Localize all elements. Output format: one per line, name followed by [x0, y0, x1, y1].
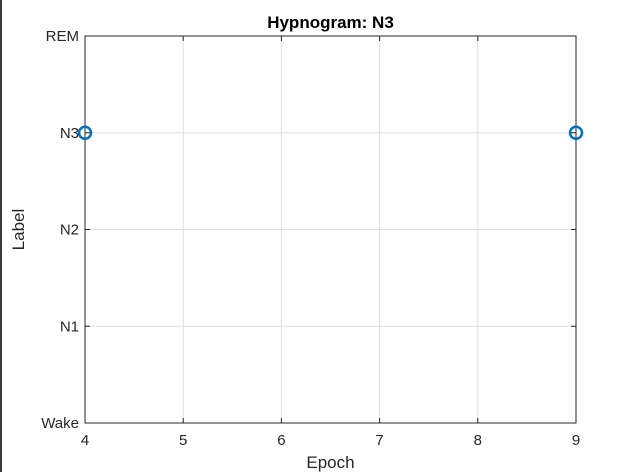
data-points [77, 125, 584, 140]
x-tick-label: 7 [375, 432, 383, 449]
y-tick-label: REM [46, 28, 79, 45]
y-tick-label: N2 [60, 222, 79, 239]
x-tick-label: 4 [81, 432, 89, 449]
x-tick-labels: 4 5 6 7 8 9 [81, 432, 580, 449]
y-tick-labels: Wake N1 N2 N3 REM [41, 28, 79, 432]
x-axis-label: Epoch [306, 453, 354, 472]
x-tick-label: 9 [572, 432, 580, 449]
grid-lines [84, 35, 577, 424]
data-point-marker [77, 125, 93, 140]
y-tick-label: N3 [60, 125, 79, 142]
x-tick-label: 5 [179, 432, 187, 449]
y-axis-label: Label [9, 209, 28, 251]
y-tick-label: Wake [41, 415, 79, 432]
chart-title: Hypnogram: N3 [267, 13, 394, 32]
window-left-border [0, 0, 2, 472]
x-tick-label: 8 [474, 432, 482, 449]
data-point-marker [568, 125, 584, 140]
tick-marks [84, 35, 577, 424]
x-tick-label: 6 [277, 432, 285, 449]
y-tick-label: N1 [60, 318, 79, 335]
